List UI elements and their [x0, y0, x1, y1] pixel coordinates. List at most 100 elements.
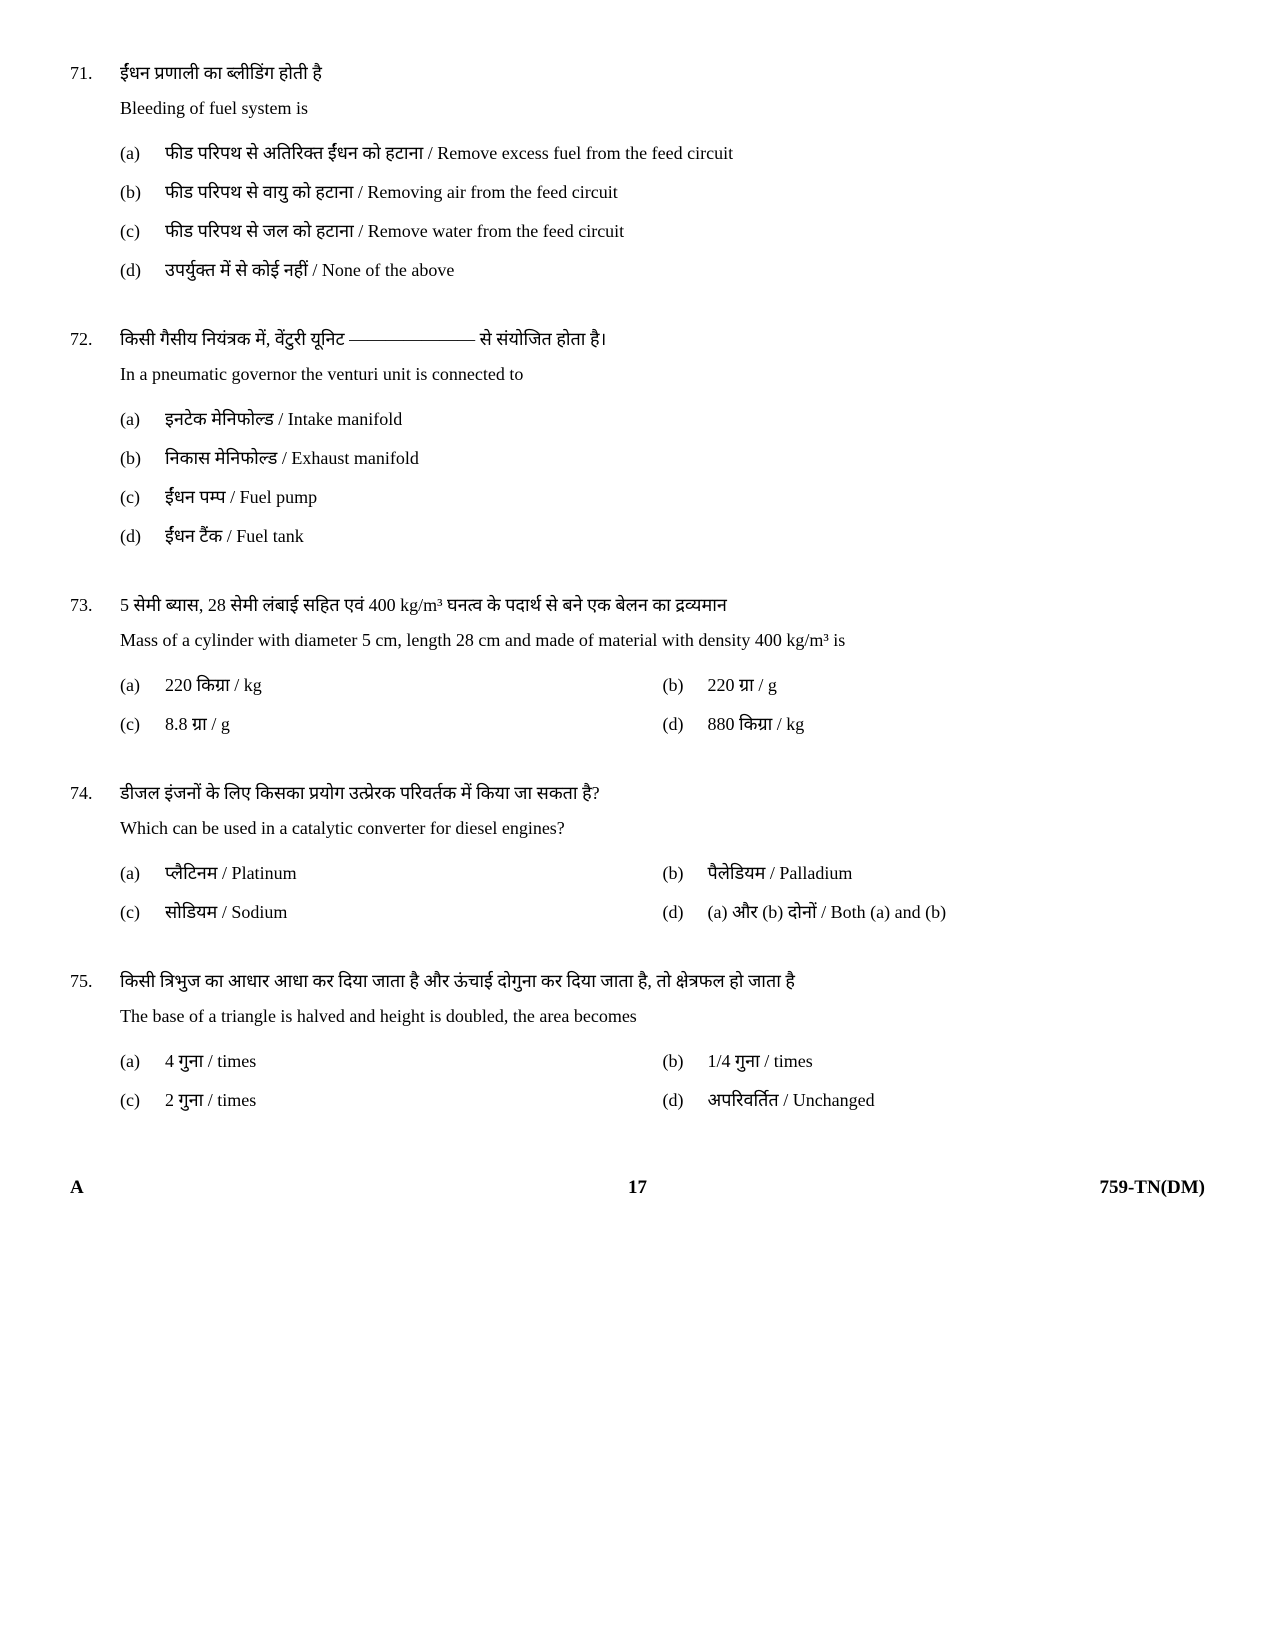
option-text: 4 गुना / times [165, 1048, 663, 1075]
option-label: (b) [120, 445, 165, 472]
option-label: (b) [663, 672, 708, 699]
question-71: 71. ईंधन प्रणाली का ब्लीडिंग होती है Ble… [70, 60, 1205, 284]
option-text: 1/4 गुना / times [708, 1048, 1206, 1075]
footer-paper-code: 759-TN(DM) [830, 1174, 1205, 1203]
question-number: 74. [70, 780, 120, 850]
option-pair: (c) 2 गुना / times (d) अपरिवर्तित / Unch… [120, 1087, 1205, 1114]
question-number: 71. [70, 60, 120, 130]
option-text: 8.8 ग्रा / g [165, 711, 663, 738]
option-label: (a) [120, 1048, 165, 1075]
option-text: प्लैटिनम / Platinum [165, 860, 663, 887]
question-text: डीजल इंजनों के लिए किसका प्रयोग उत्प्रेर… [120, 780, 1205, 850]
option-b: (b) 220 ग्रा / g [663, 672, 1206, 699]
options-grid: (a) प्लैटिनम / Platinum (b) पैलेडियम / P… [120, 860, 1205, 926]
option-label: (a) [120, 672, 165, 699]
option-label: (d) [663, 711, 708, 738]
option-d: (d) उपर्युक्त में से कोई नहीं / None of … [120, 257, 1205, 284]
option-pair: (c) 8.8 ग्रा / g (d) 880 किग्रा / kg [120, 711, 1205, 738]
option-text: फीड परिपथ से वायु को हटाना / Removing ai… [165, 179, 1205, 206]
option-label: (d) [120, 257, 165, 284]
option-label: (c) [120, 899, 165, 926]
option-text: पैलेडियम / Palladium [708, 860, 1206, 887]
option-pair: (a) 4 गुना / times (b) 1/4 गुना / times [120, 1048, 1205, 1075]
question-74: 74. डीजल इंजनों के लिए किसका प्रयोग उत्प… [70, 780, 1205, 926]
question-header: 74. डीजल इंजनों के लिए किसका प्रयोग उत्प… [70, 780, 1205, 850]
option-text: 220 किग्रा / kg [165, 672, 663, 699]
option-c: (c) सोडियम / Sodium [120, 899, 663, 926]
options-list: (a) इनटेक मेनिफोल्ड / Intake manifold (b… [120, 406, 1205, 550]
question-text: किसी त्रिभुज का आधार आधा कर दिया जाता है… [120, 968, 1205, 1038]
question-72: 72. किसी गैसीय नियंत्रक में, वेंटुरी यून… [70, 326, 1205, 550]
option-a: (a) 4 गुना / times [120, 1048, 663, 1075]
option-b: (b) फीड परिपथ से वायु को हटाना / Removin… [120, 179, 1205, 206]
option-label: (b) [663, 1048, 708, 1075]
option-a: (a) 220 किग्रा / kg [120, 672, 663, 699]
question-number: 75. [70, 968, 120, 1038]
footer-page-number: 17 [450, 1174, 825, 1203]
option-label: (c) [120, 218, 165, 245]
question-header: 72. किसी गैसीय नियंत्रक में, वेंटुरी यून… [70, 326, 1205, 396]
option-b: (b) पैलेडियम / Palladium [663, 860, 1206, 887]
option-label: (a) [120, 406, 165, 433]
question-english: The base of a triangle is halved and hei… [120, 1003, 1205, 1030]
option-text: फीड परिपथ से जल को हटाना / Remove water … [165, 218, 1205, 245]
question-hindi: ईंधन प्रणाली का ब्लीडिंग होती है [120, 60, 1205, 87]
option-label: (d) [120, 523, 165, 550]
option-text: फीड परिपथ से अतिरिक्त ईंधन को हटाना / Re… [165, 140, 1205, 167]
option-pair: (a) प्लैटिनम / Platinum (b) पैलेडियम / P… [120, 860, 1205, 887]
question-hindi: डीजल इंजनों के लिए किसका प्रयोग उत्प्रेर… [120, 780, 1205, 807]
option-label: (c) [120, 711, 165, 738]
option-label: (d) [663, 1087, 708, 1114]
option-label: (b) [120, 179, 165, 206]
question-english: Which can be used in a catalytic convert… [120, 815, 1205, 842]
option-text: (a) और (b) दोनों / Both (a) and (b) [708, 899, 1206, 926]
option-c: (c) 2 गुना / times [120, 1087, 663, 1114]
option-pair: (c) सोडियम / Sodium (d) (a) और (b) दोनों… [120, 899, 1205, 926]
question-hindi: किसी त्रिभुज का आधार आधा कर दिया जाता है… [120, 968, 1205, 995]
question-header: 71. ईंधन प्रणाली का ब्लीडिंग होती है Ble… [70, 60, 1205, 130]
option-label: (a) [120, 140, 165, 167]
question-english: Mass of a cylinder with diameter 5 cm, l… [120, 627, 1205, 654]
question-text: ईंधन प्रणाली का ब्लीडिंग होती है Bleedin… [120, 60, 1205, 130]
question-header: 73. 5 सेमी ब्यास, 28 सेमी लंबाई सहित एवं… [70, 592, 1205, 662]
footer-series: A [70, 1174, 445, 1203]
question-number: 72. [70, 326, 120, 396]
option-text: 880 किग्रा / kg [708, 711, 1206, 738]
option-d: (d) ईंधन टैंक / Fuel tank [120, 523, 1205, 550]
option-text: ईंधन पम्प / Fuel pump [165, 484, 1205, 511]
page-footer: A 17 759-TN(DM) [70, 1174, 1205, 1203]
question-text: किसी गैसीय नियंत्रक में, वेंटुरी यूनिट —… [120, 326, 1205, 396]
question-73: 73. 5 सेमी ब्यास, 28 सेमी लंबाई सहित एवं… [70, 592, 1205, 738]
option-d: (d) 880 किग्रा / kg [663, 711, 1206, 738]
option-c: (c) फीड परिपथ से जल को हटाना / Remove wa… [120, 218, 1205, 245]
option-text: 220 ग्रा / g [708, 672, 1206, 699]
option-label: (c) [120, 484, 165, 511]
options-grid: (a) 220 किग्रा / kg (b) 220 ग्रा / g (c)… [120, 672, 1205, 738]
option-text: निकास मेनिफोल्ड / Exhaust manifold [165, 445, 1205, 472]
option-a: (a) प्लैटिनम / Platinum [120, 860, 663, 887]
option-c: (c) 8.8 ग्रा / g [120, 711, 663, 738]
option-c: (c) ईंधन पम्प / Fuel pump [120, 484, 1205, 511]
option-label: (a) [120, 860, 165, 887]
option-text: अपरिवर्तित / Unchanged [708, 1087, 1206, 1114]
question-hindi: 5 सेमी ब्यास, 28 सेमी लंबाई सहित एवं 400… [120, 592, 1205, 619]
option-text: 2 गुना / times [165, 1087, 663, 1114]
option-label: (d) [663, 899, 708, 926]
option-d: (d) (a) और (b) दोनों / Both (a) and (b) [663, 899, 1206, 926]
question-english: Bleeding of fuel system is [120, 95, 1205, 122]
option-a: (a) इनटेक मेनिफोल्ड / Intake manifold [120, 406, 1205, 433]
option-b: (b) निकास मेनिफोल्ड / Exhaust manifold [120, 445, 1205, 472]
options-grid: (a) 4 गुना / times (b) 1/4 गुना / times … [120, 1048, 1205, 1114]
options-list: (a) फीड परिपथ से अतिरिक्त ईंधन को हटाना … [120, 140, 1205, 284]
question-english: In a pneumatic governor the venturi unit… [120, 361, 1205, 388]
question-text: 5 सेमी ब्यास, 28 सेमी लंबाई सहित एवं 400… [120, 592, 1205, 662]
question-hindi: किसी गैसीय नियंत्रक में, वेंटुरी यूनिट —… [120, 326, 1205, 353]
option-a: (a) फीड परिपथ से अतिरिक्त ईंधन को हटाना … [120, 140, 1205, 167]
question-number: 73. [70, 592, 120, 662]
option-b: (b) 1/4 गुना / times [663, 1048, 1206, 1075]
option-text: उपर्युक्त में से कोई नहीं / None of the … [165, 257, 1205, 284]
option-text: ईंधन टैंक / Fuel tank [165, 523, 1205, 550]
question-header: 75. किसी त्रिभुज का आधार आधा कर दिया जात… [70, 968, 1205, 1038]
option-label: (b) [663, 860, 708, 887]
option-text: सोडियम / Sodium [165, 899, 663, 926]
